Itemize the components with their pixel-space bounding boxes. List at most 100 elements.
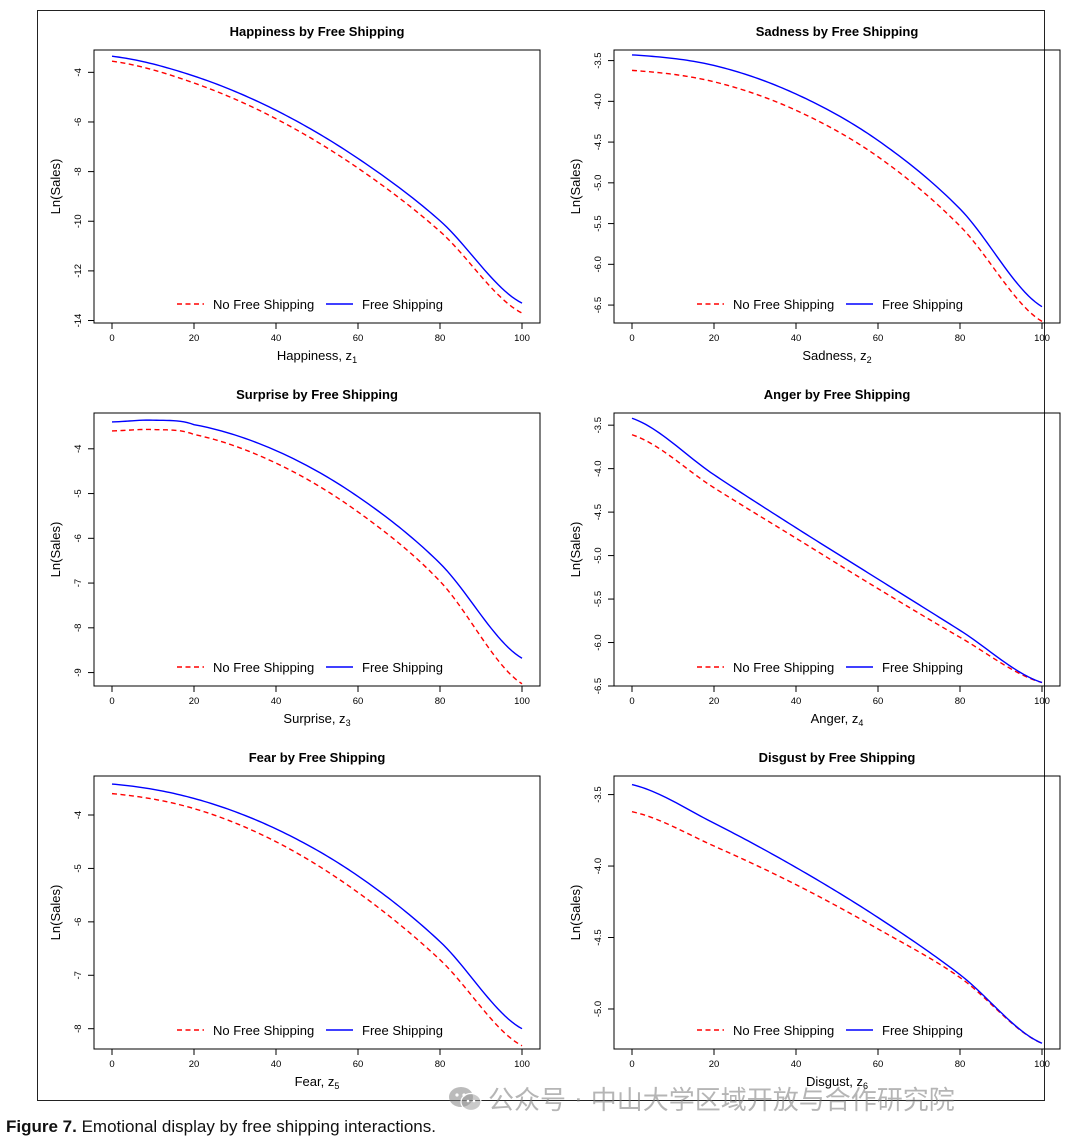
x-axis-label-text: Fear, z bbox=[295, 1074, 335, 1089]
x-tick-label: 80 bbox=[435, 696, 446, 707]
y-tick-label: -5.0 bbox=[593, 175, 604, 191]
y-axis-label: Ln(Sales) bbox=[568, 159, 583, 215]
x-tick-label: 80 bbox=[435, 333, 446, 344]
x-tick-label: 20 bbox=[189, 696, 200, 707]
x-tick-label: 80 bbox=[955, 696, 966, 707]
y-tick-label: -5.0 bbox=[593, 547, 604, 563]
series-line-free-shipping bbox=[631, 783, 1043, 1044]
y-tick-label: -5 bbox=[73, 864, 84, 872]
chart-title: Happiness by Free Shipping bbox=[230, 24, 405, 39]
y-tick-label: -4.5 bbox=[593, 929, 604, 945]
y-tick-label: -12 bbox=[73, 264, 84, 278]
chart-title: Disgust by Free Shipping bbox=[759, 750, 916, 765]
x-tick-label: 80 bbox=[955, 333, 966, 344]
plot-area bbox=[613, 49, 1061, 324]
series-line-free-shipping bbox=[111, 55, 523, 304]
x-tick-label: 80 bbox=[955, 1059, 966, 1070]
legend-label: Free Shipping bbox=[882, 297, 963, 312]
x-axis-label-subscript: 2 bbox=[867, 355, 872, 365]
x-tick-label: 100 bbox=[514, 1059, 530, 1070]
y-tick-label: -4 bbox=[73, 811, 84, 819]
y-tick-label: -5 bbox=[73, 489, 84, 497]
x-tick-label: 40 bbox=[791, 333, 802, 344]
series-line-no-free-shipping bbox=[111, 60, 523, 314]
y-tick-label: -6.0 bbox=[593, 256, 604, 272]
x-axis-label-subscript: 6 bbox=[863, 1081, 868, 1091]
series-line-no-free-shipping bbox=[631, 434, 1043, 684]
y-tick-label: -8 bbox=[73, 1024, 84, 1032]
x-axis-label: Surprise, z3 bbox=[283, 711, 350, 728]
x-tick-label: 0 bbox=[109, 1059, 114, 1070]
legend-label: No Free Shipping bbox=[733, 660, 834, 675]
y-tick-label: -9 bbox=[73, 668, 84, 676]
figure-caption: Figure 7. Emotional display by free ship… bbox=[6, 1117, 436, 1137]
x-tick-label: 40 bbox=[791, 1059, 802, 1070]
x-axis-label: Sadness, z2 bbox=[802, 348, 871, 365]
legend-label: No Free Shipping bbox=[213, 297, 314, 312]
chart-panel-5: Fear by Free Shipping 0 20 40 60 80 100 -4 -5 -6 -… bbox=[48, 750, 541, 1091]
y-tick-label: -7 bbox=[73, 971, 84, 979]
x-tick-label: 100 bbox=[514, 333, 530, 344]
plot-area bbox=[93, 49, 541, 324]
x-tick-label: 60 bbox=[353, 696, 364, 707]
x-tick-label: 60 bbox=[873, 333, 884, 344]
y-tick-label: -4 bbox=[73, 445, 84, 453]
caption-text: Emotional display by free shipping inter… bbox=[81, 1117, 436, 1136]
x-tick-label: 40 bbox=[271, 333, 282, 344]
y-tick-label: -6 bbox=[73, 534, 84, 542]
x-tick-label: 0 bbox=[109, 696, 114, 707]
figure-frame bbox=[37, 10, 1045, 1101]
y-axis-label: Ln(Sales) bbox=[48, 159, 63, 215]
chart-title: Fear by Free Shipping bbox=[249, 750, 386, 765]
legend-label: Free Shipping bbox=[362, 297, 443, 312]
x-tick-label: 0 bbox=[629, 1059, 634, 1070]
y-axis-label: Ln(Sales) bbox=[568, 885, 583, 941]
plot-area bbox=[613, 412, 1061, 687]
chart-panel-2: Sadness by Free Shipping 0 20 40 60 80 100 -3.5… bbox=[568, 24, 1061, 365]
x-tick-label: 0 bbox=[629, 333, 634, 344]
x-tick-label: 40 bbox=[791, 696, 802, 707]
chart-title: Surprise by Free Shipping bbox=[236, 387, 398, 402]
x-axis-label-text: Disgust, z bbox=[806, 1074, 863, 1089]
x-axis-label-text: Surprise, z bbox=[283, 711, 345, 726]
wechat-icon bbox=[449, 1087, 482, 1112]
y-tick-label: -8 bbox=[73, 624, 84, 632]
x-tick-label: 0 bbox=[109, 333, 114, 344]
y-tick-label: -8 bbox=[73, 167, 84, 175]
x-axis-label: Anger, z4 bbox=[811, 711, 864, 728]
y-tick-label: -6 bbox=[73, 918, 84, 926]
x-axis-label: Fear, z5 bbox=[295, 1074, 340, 1091]
x-axis-label-text: Happiness, z bbox=[277, 348, 352, 363]
caption-label: Figure 7. bbox=[6, 1117, 77, 1136]
chart-title: Sadness by Free Shipping bbox=[756, 24, 919, 39]
y-tick-label: -4.5 bbox=[593, 134, 604, 150]
watermark: 公众号 · 中山大学区域开放与合作研究院 bbox=[448, 1080, 955, 1117]
x-axis-label: Happiness, z1 bbox=[277, 348, 357, 365]
y-tick-label: -3.5 bbox=[593, 52, 604, 68]
legend-label: No Free Shipping bbox=[213, 1023, 314, 1038]
chart-panel-6: Disgust by Free Shipping 0 20 40 60 80 100 -3.5… bbox=[568, 750, 1061, 1091]
x-tick-label: 20 bbox=[189, 333, 200, 344]
y-tick-label: -6.5 bbox=[593, 297, 604, 313]
x-axis-label-text: Anger, z bbox=[811, 711, 859, 726]
y-axis-label: Ln(Sales) bbox=[48, 885, 63, 941]
chart-panel-1: Happiness by Free Shipping 0 20 40 60 80 100 -4… bbox=[48, 24, 541, 365]
series-line-no-free-shipping bbox=[111, 428, 523, 685]
y-tick-label: -6.5 bbox=[593, 678, 604, 694]
y-tick-label: -5.5 bbox=[593, 591, 604, 607]
x-tick-label: 0 bbox=[629, 696, 634, 707]
x-tick-label: 100 bbox=[514, 696, 530, 707]
x-axis-label-subscript: 3 bbox=[346, 718, 351, 728]
x-tick-label: 40 bbox=[271, 696, 282, 707]
y-tick-label: -6 bbox=[73, 118, 84, 126]
plot-area bbox=[93, 412, 541, 687]
series-line-free-shipping bbox=[631, 417, 1043, 684]
chart-panel-4: Anger by Free Shipping 0 20 40 60 80 100 -3.5 -4… bbox=[568, 387, 1061, 728]
y-tick-label: -14 bbox=[73, 314, 84, 328]
legend-label: Free Shipping bbox=[882, 1023, 963, 1038]
series-line-no-free-shipping bbox=[111, 792, 523, 1047]
x-tick-label: 60 bbox=[353, 333, 364, 344]
x-axis-label-subscript: 4 bbox=[858, 718, 863, 728]
x-tick-label: 100 bbox=[1034, 1059, 1050, 1070]
